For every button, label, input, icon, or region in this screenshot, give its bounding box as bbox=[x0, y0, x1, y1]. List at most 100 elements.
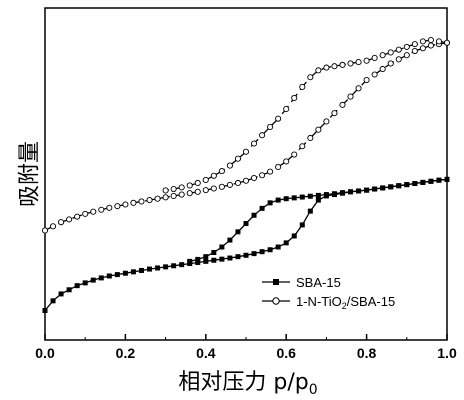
data-point-circle bbox=[291, 94, 298, 102]
series-line-1-desorption bbox=[165, 39, 448, 192]
data-point-square bbox=[267, 200, 273, 206]
series-line-1-adsorption bbox=[44, 42, 448, 231]
data-point-circle bbox=[299, 143, 306, 150]
data-point-circle bbox=[419, 38, 426, 45]
data-point-circle bbox=[146, 197, 153, 204]
data-point-circle bbox=[170, 185, 177, 193]
data-point-square bbox=[412, 181, 418, 187]
data-point-square bbox=[356, 188, 362, 194]
data-point-circle bbox=[419, 45, 426, 52]
data-point-square bbox=[50, 298, 56, 304]
data-point-circle bbox=[186, 190, 193, 197]
data-point-square bbox=[404, 182, 410, 188]
data-point-square bbox=[275, 197, 281, 203]
x-axis-title-main: 相对压力 p/p bbox=[178, 370, 308, 395]
data-point-circle bbox=[162, 187, 169, 194]
plot-frame bbox=[44, 7, 448, 341]
data-point-square bbox=[259, 249, 265, 255]
data-point-square bbox=[275, 244, 281, 250]
data-point-circle bbox=[323, 64, 330, 71]
data-point-circle bbox=[371, 71, 378, 78]
data-point-circle bbox=[379, 52, 386, 59]
y-axis-title: 吸附量 bbox=[18, 141, 43, 207]
x-tick-label: 0.2 bbox=[116, 345, 136, 361]
legend-label: SBA-15 bbox=[296, 275, 341, 290]
data-point-circle bbox=[259, 172, 266, 179]
data-point-square bbox=[98, 275, 104, 281]
data-point-circle bbox=[218, 183, 225, 190]
x-axis-title: 相对压力 p/p0 bbox=[178, 370, 317, 398]
data-point-circle bbox=[371, 54, 378, 61]
x-tick-label: 0.0 bbox=[35, 345, 55, 361]
data-point-square bbox=[339, 190, 345, 196]
data-point-square bbox=[195, 259, 201, 265]
data-point-circle bbox=[387, 60, 394, 67]
data-point-circle bbox=[90, 208, 97, 215]
data-point-square bbox=[219, 256, 225, 262]
series-line-0-desorption bbox=[189, 178, 448, 263]
data-point-square bbox=[74, 283, 80, 289]
data-point-square bbox=[227, 237, 233, 243]
x-tick-label: 0.6 bbox=[276, 345, 296, 361]
data-point-circle bbox=[226, 181, 233, 188]
data-point-square bbox=[235, 254, 241, 260]
data-point-square bbox=[203, 258, 209, 264]
data-point-circle bbox=[275, 115, 282, 122]
data-point-circle bbox=[283, 105, 290, 113]
data-point-circle bbox=[411, 47, 418, 55]
data-point-circle bbox=[130, 199, 137, 206]
legend: SBA-15 1-N-TiO2/SBA-15 bbox=[262, 275, 395, 311]
data-point-square bbox=[348, 189, 354, 195]
data-point-circle bbox=[226, 162, 233, 169]
data-point-square bbox=[122, 270, 128, 276]
data-point-circle bbox=[186, 182, 193, 189]
data-point-circle bbox=[347, 93, 354, 100]
x-axis-ticks: 0.0 0.2 0.4 0.6 0.8 1.0 bbox=[35, 334, 457, 361]
data-point-circle bbox=[74, 213, 81, 220]
data-point-square bbox=[155, 265, 161, 271]
data-point-circle bbox=[178, 184, 185, 191]
data-point-circle bbox=[347, 60, 354, 67]
x-tick-label: 0.8 bbox=[357, 345, 377, 361]
data-point-circle bbox=[443, 39, 451, 46]
data-point-circle bbox=[194, 179, 201, 187]
data-point-circle bbox=[178, 191, 185, 198]
data-point-circle bbox=[194, 188, 201, 195]
data-point-circle bbox=[66, 216, 73, 223]
data-point-circle bbox=[267, 123, 274, 130]
data-point-square bbox=[203, 254, 209, 260]
data-point-circle bbox=[234, 155, 242, 162]
data-point-circle bbox=[379, 65, 386, 73]
data-point-square bbox=[171, 263, 177, 269]
data-point-square bbox=[66, 287, 72, 293]
data-point-square bbox=[299, 194, 305, 200]
data-point-square bbox=[251, 251, 257, 257]
legend-label: 1-N-TiO2/SBA-15 bbox=[296, 294, 395, 311]
data-point-circle bbox=[395, 56, 402, 63]
data-point-circle bbox=[403, 52, 410, 59]
data-point-square bbox=[187, 258, 193, 264]
data-point-circle bbox=[331, 63, 338, 70]
data-point-circle bbox=[427, 42, 434, 49]
data-point-circle bbox=[363, 57, 370, 64]
data-point-square bbox=[179, 262, 185, 268]
data-point-square bbox=[307, 193, 313, 199]
data-point-square bbox=[251, 212, 257, 218]
data-point-circle bbox=[427, 36, 434, 44]
x-tick-label: 1.0 bbox=[437, 345, 457, 361]
data-point-circle bbox=[315, 67, 322, 74]
data-point-circle bbox=[234, 179, 242, 187]
data-point-circle bbox=[250, 140, 258, 147]
data-point-square bbox=[147, 266, 153, 272]
x-tick-label: 0.4 bbox=[196, 345, 216, 361]
data-point-square bbox=[307, 208, 313, 214]
data-point-circle bbox=[58, 219, 65, 226]
data-point-circle bbox=[403, 43, 410, 50]
data-point-circle bbox=[114, 203, 121, 210]
data-point-circle bbox=[162, 194, 169, 201]
data-point-circle bbox=[202, 187, 209, 194]
data-point-square bbox=[211, 257, 217, 263]
data-point-square bbox=[364, 187, 370, 193]
data-point-square bbox=[42, 307, 48, 313]
data-point-square bbox=[331, 191, 337, 197]
